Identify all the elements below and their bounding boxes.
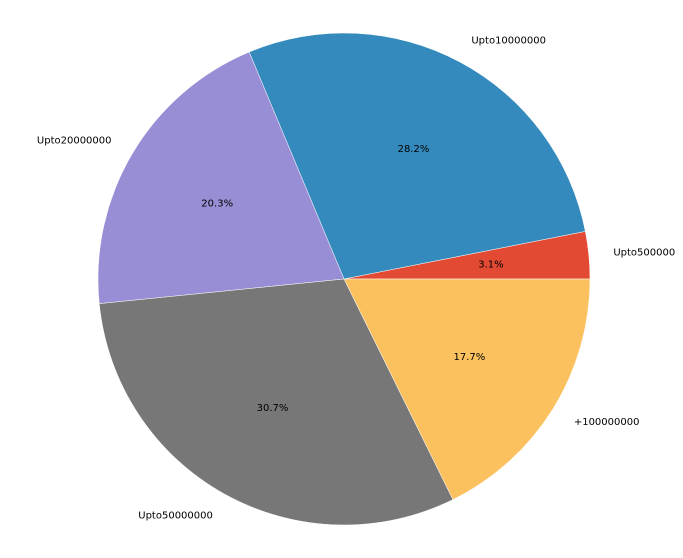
pie-slice-3: [98, 278, 454, 526]
pie-slice-4: [343, 278, 591, 500]
pie-slice-2: [97, 51, 345, 304]
slice-label-1: Upto10000000: [471, 35, 546, 46]
slice-pct-label-3: 30.7%: [257, 403, 289, 414]
slice-pct-label-0: 3.1%: [478, 260, 503, 271]
pie-slice-1: [248, 32, 586, 280]
slice-label-0: Upto500000: [613, 248, 675, 259]
slice-label-4: +100000000: [574, 417, 640, 428]
slice-label-3: Upto50000000: [138, 511, 213, 522]
slice-pct-label-1: 28.2%: [398, 144, 430, 155]
slice-pct-label-2: 20.3%: [201, 198, 233, 209]
slice-pct-label-4: 17.7%: [453, 352, 485, 363]
slice-label-2: Upto20000000: [37, 136, 112, 147]
